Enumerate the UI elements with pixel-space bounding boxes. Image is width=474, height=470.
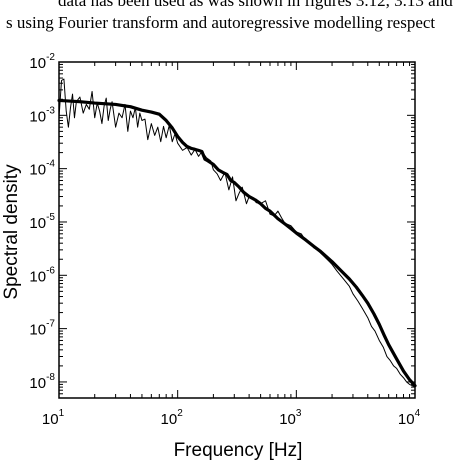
x-tick-label: 101 (42, 408, 65, 428)
x-tick-label-exponent: 3 (296, 408, 302, 419)
plot-frame (58, 61, 416, 399)
y-tick-label: 10-6 (29, 265, 55, 285)
thin-series-line (58, 78, 416, 388)
y-tick-label: 10-5 (29, 212, 55, 232)
x-tick-label-base: 10 (398, 411, 415, 428)
document-text-line-1: data has been used as was shown in figur… (58, 0, 453, 10)
y-tick-label-base: 10 (29, 55, 46, 72)
y-tick-label-exponent: -7 (46, 319, 55, 330)
x-tick-label-base: 10 (161, 411, 178, 428)
y-tick-label-exponent: -4 (46, 159, 55, 170)
thick-series-line (57, 98, 417, 388)
x-tick-label-base: 10 (42, 411, 59, 428)
y-axis-label: Spectral density (1, 164, 22, 300)
y-tick-label-base: 10 (29, 215, 46, 232)
y-tick-label-exponent: -8 (46, 372, 55, 383)
y-tick-label-exponent: -5 (46, 212, 55, 223)
y-tick-label-exponent: -3 (46, 105, 55, 116)
x-tick-label-exponent: 1 (59, 408, 65, 419)
y-tick-label-exponent: -6 (46, 265, 55, 276)
axis-ticks (58, 62, 415, 399)
y-tick-label-base: 10 (29, 375, 46, 392)
x-tick-label: 102 (161, 408, 184, 428)
y-tick-label-base: 10 (29, 108, 46, 125)
y-tick-label: 10-4 (29, 159, 55, 179)
y-tick-label-exponent: -2 (46, 52, 55, 63)
y-tick-label: 10-8 (29, 372, 55, 392)
x-tick-label-exponent: 2 (177, 408, 183, 419)
y-tick-label: 10-3 (29, 105, 55, 125)
document-text-line-2: s using Fourier transform and autoregres… (6, 13, 436, 32)
x-tick-label: 103 (279, 408, 302, 428)
y-tick-label-base: 10 (29, 268, 46, 285)
x-tick-label: 104 (398, 408, 421, 428)
y-tick-label: 10-2 (29, 52, 55, 72)
y-tick-label-base: 10 (29, 162, 46, 179)
x-tick-label-exponent: 4 (415, 408, 421, 419)
series-layer (57, 78, 417, 388)
x-tick-label-base: 10 (279, 411, 296, 428)
x-axis-label: Frequency [Hz] (174, 440, 303, 461)
y-tick-label-base: 10 (29, 322, 46, 339)
y-tick-label: 10-7 (29, 319, 55, 339)
